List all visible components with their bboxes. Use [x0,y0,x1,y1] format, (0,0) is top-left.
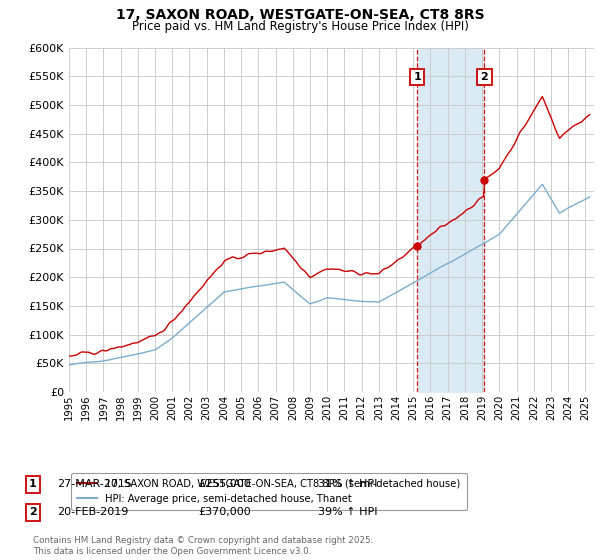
Text: Contains HM Land Registry data © Crown copyright and database right 2025.
This d: Contains HM Land Registry data © Crown c… [33,536,373,556]
Text: 2: 2 [481,72,488,82]
Text: 31% ↑ HPI: 31% ↑ HPI [318,479,377,489]
Text: 1: 1 [29,479,37,489]
Text: 27-MAR-2015: 27-MAR-2015 [57,479,132,489]
Text: £255,000: £255,000 [198,479,251,489]
Text: 17, SAXON ROAD, WESTGATE-ON-SEA, CT8 8RS: 17, SAXON ROAD, WESTGATE-ON-SEA, CT8 8RS [116,8,484,22]
Legend: 17, SAXON ROAD, WESTGATE-ON-SEA, CT8 8RS (semi-detached house), HPI: Average pri: 17, SAXON ROAD, WESTGATE-ON-SEA, CT8 8RS… [71,473,467,510]
Text: £370,000: £370,000 [198,507,251,517]
Text: 2: 2 [29,507,37,517]
Text: 1: 1 [413,72,421,82]
Text: 39% ↑ HPI: 39% ↑ HPI [318,507,377,517]
Text: 20-FEB-2019: 20-FEB-2019 [57,507,128,517]
Text: Price paid vs. HM Land Registry's House Price Index (HPI): Price paid vs. HM Land Registry's House … [131,20,469,32]
